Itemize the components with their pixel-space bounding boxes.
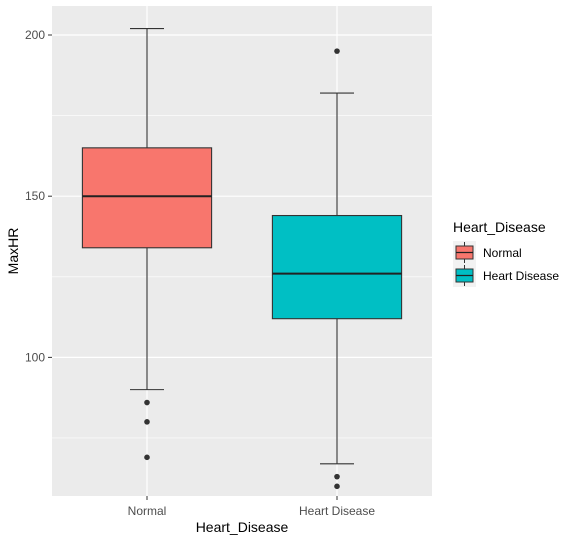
x-tick-label: Normal <box>128 504 167 518</box>
box-normal <box>81 28 213 461</box>
x-tick-label: Heart Disease <box>299 504 375 518</box>
outlier-point <box>334 473 340 480</box>
outlier-point <box>144 419 150 425</box>
y-axis-title: MaxHR <box>5 228 21 275</box>
grid-layer <box>52 6 432 496</box>
box-heart-disease <box>271 48 403 490</box>
box-rect <box>271 214 403 320</box>
y-tick-label: 100 <box>25 350 45 364</box>
legend-label: Heart Disease <box>483 269 559 283</box>
y-tick-label: 200 <box>25 28 45 42</box>
box-rect <box>81 147 213 249</box>
outlier-point <box>144 399 150 406</box>
axis-layer: 100 150 200 Normal Heart Disease <box>25 28 375 518</box>
legend-key-heart-disease <box>453 264 476 287</box>
box-layer <box>81 28 403 490</box>
legend-label: Normal <box>483 246 522 260</box>
outlier-point <box>334 483 340 490</box>
legend: Heart_Disease Normal Heart Disease <box>453 219 559 287</box>
outlier-point <box>334 48 340 54</box>
outlier-point <box>144 454 150 461</box>
x-axis-title: Heart_Disease <box>196 519 289 535</box>
legend-title: Heart_Disease <box>453 219 546 235</box>
y-tick-label: 150 <box>25 189 45 203</box>
legend-key-normal <box>453 241 476 264</box>
